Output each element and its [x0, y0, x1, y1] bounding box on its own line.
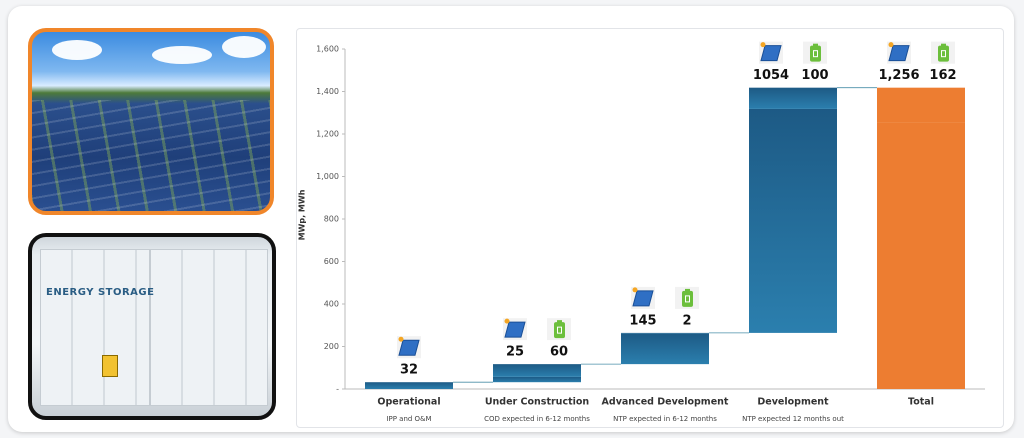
solar-icon	[759, 41, 783, 64]
value-label: 25	[506, 345, 524, 360]
value-label: 60	[550, 345, 568, 360]
x-tick-label: Total	[908, 397, 934, 408]
solar-panel	[760, 45, 782, 62]
sun	[504, 318, 510, 324]
y-tick-label: 1,200	[316, 130, 339, 139]
solar-panel	[888, 45, 910, 62]
y-tick-label: 600	[324, 257, 339, 266]
y-tick-label: 1,000	[316, 172, 339, 181]
battery-mark	[685, 295, 690, 303]
y-tick-label: 1,400	[316, 87, 339, 96]
sun	[888, 42, 894, 48]
battery-body	[938, 45, 949, 62]
value-label: 162	[929, 68, 956, 83]
category-note: NTP expected in 6-12 months	[613, 415, 717, 423]
battery-cap	[685, 288, 690, 292]
energy-storage-photo: ENERGY STORAGE	[28, 233, 276, 420]
x-tick-label: Operational	[377, 397, 440, 408]
y-tick-label: 200	[324, 342, 339, 351]
bar-segment	[621, 333, 709, 365]
x-tick-label: Under Construction	[485, 397, 590, 408]
bar-segment	[749, 87, 837, 109]
battery-body	[554, 322, 565, 339]
solar-farm-photo	[28, 28, 274, 215]
bar-segment	[877, 122, 965, 389]
battery-mark	[813, 50, 818, 58]
sun	[398, 336, 404, 342]
bar-segment	[749, 108, 837, 333]
category-note: NTP expected 12 months out	[742, 415, 844, 423]
battery-icon	[803, 41, 827, 64]
category-note: COD expected in 6-12 months	[484, 415, 590, 423]
value-label: 1054	[753, 68, 789, 83]
battery-body	[810, 45, 821, 62]
battery-mark	[557, 326, 562, 334]
battery-icon	[547, 318, 571, 341]
value-label: 145	[629, 313, 656, 328]
battery-cap	[941, 43, 946, 47]
battery-cap	[813, 43, 818, 47]
bar-segment	[493, 376, 581, 383]
sun	[760, 42, 766, 48]
battery-cap	[557, 320, 562, 324]
x-tick-label: Development	[757, 397, 829, 408]
y-tick-label: 1,600	[316, 45, 339, 54]
x-tick-label: Advanced Development	[602, 397, 729, 408]
y-tick-label: 400	[324, 300, 339, 309]
category-note: IPP and O&M	[386, 415, 431, 423]
y-axis-label: MWp, MWh	[298, 189, 307, 240]
bar-segment	[493, 364, 581, 377]
solar-icon	[631, 286, 655, 309]
value-label: 1,256	[878, 68, 919, 83]
y-tick-label: -	[336, 385, 339, 394]
solar-icon	[887, 41, 911, 64]
solar-icon	[503, 318, 527, 341]
value-label: 2	[682, 313, 691, 328]
battery-icon	[931, 41, 955, 64]
y-tick-label: 800	[324, 215, 339, 224]
value-label: 32	[400, 363, 418, 378]
solar-panel	[504, 321, 526, 338]
battery-body	[682, 290, 693, 307]
solar-icon	[397, 336, 421, 359]
bar-segment	[877, 87, 965, 123]
solar-panel	[398, 339, 420, 356]
battery-mark	[941, 50, 946, 58]
value-label: 100	[801, 68, 828, 83]
sun	[632, 287, 638, 293]
battery-icon	[675, 286, 699, 309]
bar-segment	[365, 382, 453, 389]
solar-panel	[632, 290, 654, 307]
